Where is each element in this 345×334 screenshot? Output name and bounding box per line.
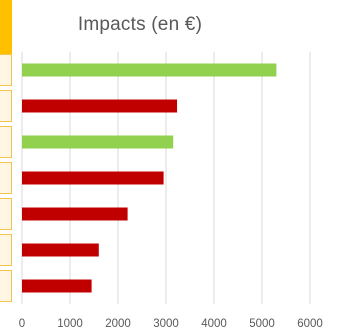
bar: [22, 63, 277, 77]
sidebar-cell: [0, 54, 12, 86]
x-tick-label: 0: [19, 318, 25, 330]
bar: [22, 207, 128, 221]
sidebar-cell: [0, 126, 12, 158]
sidebar-cell: [0, 162, 12, 194]
bar: [22, 171, 164, 185]
sidebar-header-strip: [0, 0, 12, 58]
bar: [22, 99, 178, 113]
sidebar-cell: [0, 90, 12, 122]
bar: [22, 279, 92, 293]
x-tick-label: 2000: [105, 318, 131, 330]
sidebar-cell: [0, 234, 12, 266]
bar: [22, 135, 174, 149]
bar: [22, 243, 99, 257]
x-tick-label: 6000: [297, 318, 323, 330]
chart-title: Impacts (en €): [77, 14, 203, 35]
x-tick-label: 5000: [249, 318, 275, 330]
sidebar-cell: [0, 198, 12, 230]
x-tick-label: 1000: [57, 318, 83, 330]
sidebar-cell: [0, 270, 12, 302]
x-tick-label: 3000: [153, 318, 179, 330]
x-tick-label: 4000: [201, 318, 227, 330]
